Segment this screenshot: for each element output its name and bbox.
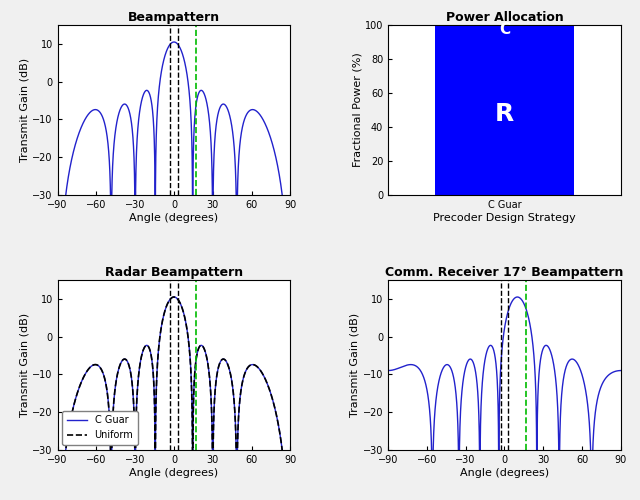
C Guar xyxy=(81,371,89,377)
Title: Power Allocation: Power Allocation xyxy=(445,11,563,24)
Legend: C Guar, Uniform: C Guar, Uniform xyxy=(63,410,138,445)
Uniform xyxy=(68,408,76,414)
X-axis label: Angle (degrees): Angle (degrees) xyxy=(129,468,218,477)
Title: Radar Beampattern: Radar Beampattern xyxy=(105,266,243,279)
X-axis label: Angle (degrees): Angle (degrees) xyxy=(129,212,218,222)
C Guar xyxy=(170,294,178,300)
Bar xyxy=(435,25,574,34)
C Guar xyxy=(82,370,90,376)
Uniform xyxy=(214,364,222,370)
Text: C: C xyxy=(499,22,510,37)
Uniform xyxy=(234,449,241,455)
Uniform xyxy=(170,294,178,300)
X-axis label: Angle (degrees): Angle (degrees) xyxy=(460,468,549,477)
C Guar xyxy=(214,364,222,370)
Uniform xyxy=(126,366,134,372)
Y-axis label: Fractional Power (%): Fractional Power (%) xyxy=(352,52,362,168)
Line: Uniform: Uniform xyxy=(58,297,291,500)
C Guar xyxy=(234,449,241,455)
Title: Beampattern: Beampattern xyxy=(128,11,220,24)
Uniform xyxy=(82,370,90,376)
C Guar xyxy=(68,408,76,414)
X-axis label: Precoder Design Strategy: Precoder Design Strategy xyxy=(433,212,576,222)
Y-axis label: Transmit Gain (dB): Transmit Gain (dB) xyxy=(19,58,29,162)
Bar xyxy=(435,34,574,195)
Title: Comm. Receiver 17° Beampattern: Comm. Receiver 17° Beampattern xyxy=(385,266,623,279)
Line: C Guar: C Guar xyxy=(58,297,291,500)
Y-axis label: Transmit Gain (dB): Transmit Gain (dB) xyxy=(19,313,29,417)
Y-axis label: Transmit Gain (dB): Transmit Gain (dB) xyxy=(350,313,360,417)
Uniform xyxy=(81,371,89,377)
Text: R: R xyxy=(495,102,514,126)
C Guar xyxy=(126,366,134,372)
